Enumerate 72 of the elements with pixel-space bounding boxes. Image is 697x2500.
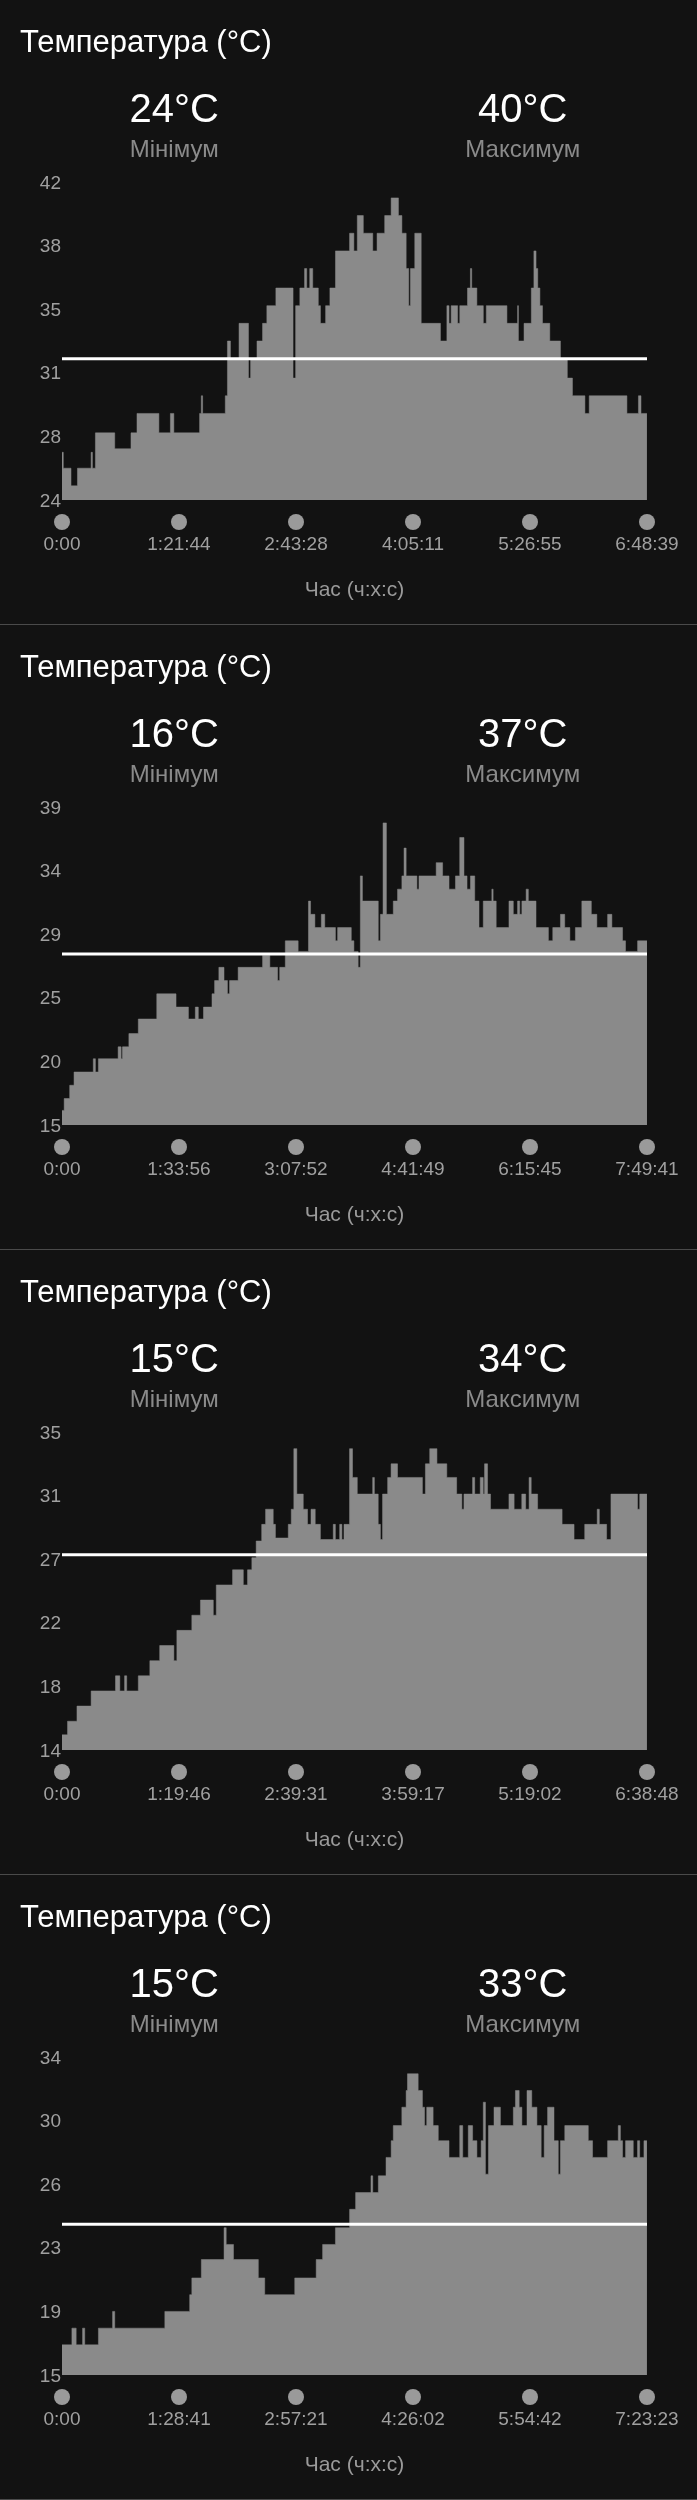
chart-title: Температура (°C): [19, 23, 273, 61]
x-tick-label: 4:26:02: [381, 2408, 445, 2429]
x-tick-label: 1:21:44: [147, 533, 212, 554]
y-tick-label: 35: [39, 298, 61, 320]
y-tick-label: 35: [39, 1421, 61, 1443]
y-tick-label: 30: [39, 2110, 61, 2132]
chart-title: Температура (°C): [19, 648, 273, 686]
text: Мінімум: [128, 135, 220, 163]
text: 33°C: [477, 1961, 569, 2006]
y-tick-label: 31: [39, 362, 61, 384]
text: Максимум: [464, 1385, 582, 1413]
text: 15°C: [128, 1336, 220, 1381]
text: 40°C: [477, 86, 569, 131]
x-tick-label: 2:57:21: [264, 2408, 328, 2429]
text: 24°C: [128, 86, 220, 131]
x-tick-label: 7:23:23: [615, 2408, 679, 2429]
x-tick-label: 1:19:46: [147, 1783, 211, 1804]
x-tick-label: 0:00: [43, 2408, 81, 2429]
text: Максимум: [464, 760, 582, 788]
x-tick-label: 7:49:41: [615, 1158, 679, 1179]
y-tick-label: 39: [39, 796, 61, 818]
x-tick-label: 2:43:28: [264, 533, 328, 554]
text: 15°C: [128, 1961, 220, 2006]
y-tick-label: 19: [39, 2301, 61, 2323]
x-tick-label: 4:05:11: [382, 533, 444, 554]
y-tick-label: 15: [39, 2364, 61, 2386]
text: 37°C: [477, 711, 569, 756]
text: Максимум: [464, 2010, 582, 2038]
y-tick-label: 18: [39, 1676, 61, 1698]
x-axis-title: Час (ч:х:с): [304, 577, 405, 601]
y-tick-label: 15: [39, 1114, 61, 1136]
x-tick-label: 0:00: [43, 1783, 81, 1804]
x-tick-label: 3:59:17: [381, 1783, 445, 1804]
y-tick-label: 28: [39, 426, 61, 448]
text: Максимум: [464, 135, 582, 163]
y-tick-label: 20: [39, 1051, 61, 1073]
y-tick-label: 29: [39, 923, 61, 945]
y-tick-label: 31: [39, 1485, 61, 1507]
x-tick-label: 1:28:41: [147, 2408, 211, 2429]
text: Мінімум: [128, 760, 220, 788]
y-tick-label: 34: [39, 860, 62, 882]
text: 34°C: [477, 1336, 569, 1381]
text: Мінімум: [128, 2010, 220, 2038]
x-tick-label: 6:48:39: [615, 533, 679, 554]
x-axis-title: Час (ч:х:с): [304, 1827, 405, 1851]
chart-title: Температура (°C): [19, 1273, 273, 1311]
y-tick-label: 14: [39, 1739, 62, 1761]
x-axis-title: Час (ч:х:с): [304, 1202, 405, 1226]
chart-title: Температура (°C): [19, 1898, 273, 1936]
x-tick-label: 2:39:31: [264, 1783, 328, 1804]
y-tick-label: 26: [39, 2173, 61, 2195]
x-tick-label: 0:00: [43, 533, 81, 554]
x-tick-label: 6:38:48: [615, 1783, 679, 1804]
x-tick-label: 4:41:49: [381, 1158, 445, 1179]
x-tick-label: 3:07:52: [264, 1158, 328, 1179]
y-tick-label: 25: [39, 987, 61, 1009]
x-tick-label: 0:00: [43, 1158, 81, 1179]
x-tick-label: 6:15:45: [498, 1158, 562, 1179]
text: 16°C: [128, 711, 220, 756]
x-axis-title: Час (ч:х:с): [304, 2452, 405, 2476]
y-tick-label: 24: [39, 489, 62, 511]
y-tick-label: 38: [39, 235, 61, 257]
x-tick-label: 5:26:55: [498, 533, 562, 554]
x-tick-label: 5:19:02: [498, 1783, 562, 1804]
y-tick-label: 27: [39, 1548, 61, 1570]
y-tick-label: 34: [39, 2046, 62, 2068]
y-tick-label: 23: [39, 2237, 61, 2259]
x-tick-label: 1:33:56: [147, 1158, 211, 1179]
y-tick-label: 22: [39, 1612, 61, 1634]
y-tick-label: 42: [39, 171, 61, 193]
text: Мінімум: [128, 1385, 220, 1413]
x-tick-label: 5:54:42: [498, 2408, 562, 2429]
